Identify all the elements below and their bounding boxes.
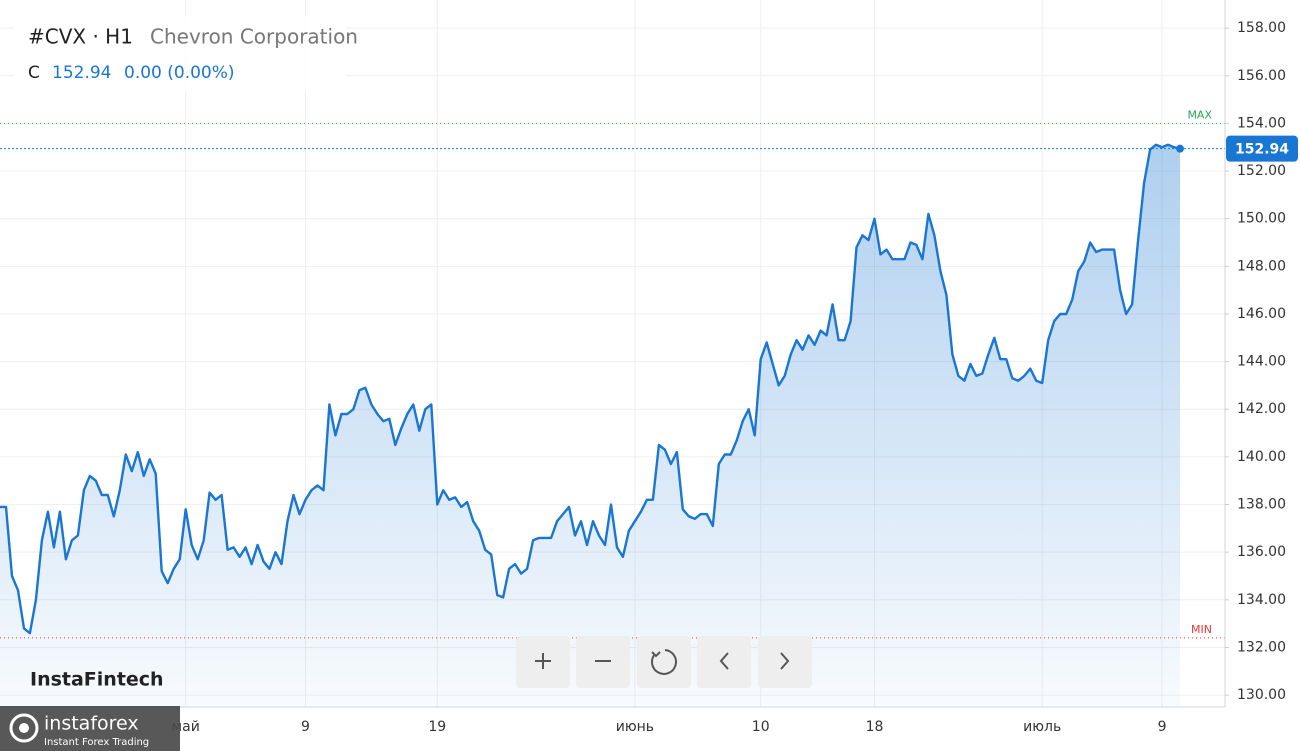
logo-text: instaforex	[44, 713, 139, 735]
price-tag	[1226, 135, 1298, 162]
y-tick-label: 158.00	[1237, 20, 1286, 36]
reset[interactable]	[637, 636, 691, 688]
y-tick-label: 132.00	[1237, 639, 1286, 655]
logo: instaforex Instant Forex Trading	[0, 706, 180, 751]
y-tick-label: 138.00	[1237, 497, 1286, 513]
y-tick-label: 148.00	[1237, 258, 1286, 274]
zoom-in[interactable]	[516, 636, 570, 688]
zoom-out[interactable]	[576, 636, 630, 688]
area-fill	[0, 144, 1180, 708]
change: 0.00 (0.00%)	[124, 63, 235, 83]
y-tick-label: 130.00	[1237, 687, 1286, 703]
x-tick-label: 18	[866, 719, 884, 735]
y-tick-label: 142.00	[1237, 401, 1286, 417]
x-tick-label: июнь	[616, 719, 654, 735]
y-tick-label: 154.00	[1237, 115, 1286, 131]
x-tick-label: 19	[428, 719, 446, 735]
scroll-left[interactable]	[697, 636, 751, 688]
x-tick-label: 9	[301, 719, 310, 735]
y-tick-label: 150.00	[1237, 211, 1286, 227]
y-tick-label: 156.00	[1237, 68, 1286, 84]
watermark: InstaFintech	[30, 669, 164, 691]
y-tick-label: 146.00	[1237, 306, 1286, 322]
ohlc-label: C	[28, 63, 40, 83]
symbol: #CVX · H1	[28, 25, 133, 49]
close-value: 152.94	[52, 63, 111, 83]
y-tick-label: 140.00	[1237, 449, 1286, 465]
y-tick-label: 152.00	[1237, 163, 1286, 179]
logo-tagline: Instant Forex Trading	[44, 737, 149, 748]
x-tick-label: июль	[1023, 719, 1061, 735]
y-tick-label: 136.00	[1237, 544, 1286, 560]
y-tick-label: 134.00	[1237, 592, 1286, 608]
price-tag-label: 152.94	[1235, 142, 1289, 158]
min-level-label: MIN	[1191, 623, 1212, 636]
x-tick-label: 9	[1158, 719, 1167, 735]
y-tick-label: 144.00	[1237, 354, 1286, 370]
scroll-right[interactable]	[758, 636, 812, 688]
legend-bg	[14, 16, 346, 92]
price-line	[0, 143, 1181, 635]
instrument-name: Chevron Corporation	[150, 25, 358, 49]
last-point	[1176, 144, 1184, 153]
max-level-label: MAX	[1187, 108, 1212, 121]
x-tick-label: 10	[752, 719, 770, 735]
